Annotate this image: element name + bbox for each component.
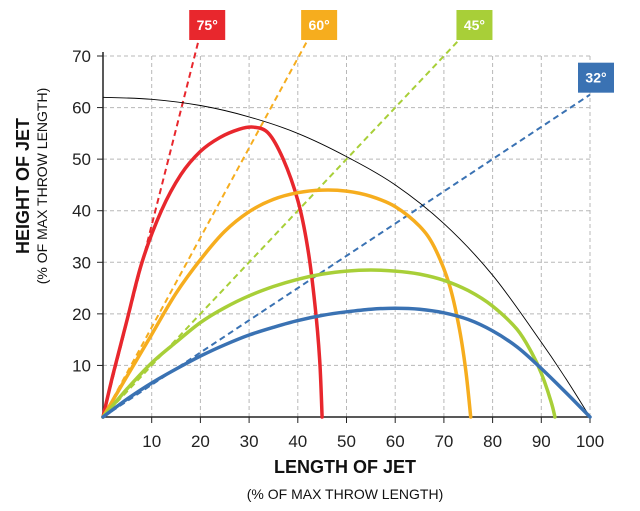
angle-label: 45° bbox=[456, 10, 493, 40]
grid bbox=[103, 55, 591, 417]
angle-label-text: 45° bbox=[464, 17, 485, 33]
y-tick-label: 30 bbox=[72, 253, 91, 272]
trajectory-curve bbox=[101, 268, 557, 419]
angle-label-text: 60° bbox=[309, 17, 330, 33]
x-tick-label: 60 bbox=[386, 432, 405, 451]
tick-labels: 10 20 30 40 50 60 70 80 90 100 10 20 30 40 50 60 70 bbox=[72, 47, 604, 451]
angle-label-text: 32° bbox=[585, 70, 606, 86]
angle-label-box bbox=[456, 10, 493, 40]
y-axis-title: HEIGHT OF JET bbox=[13, 118, 33, 254]
angle-line bbox=[103, 93, 591, 417]
trajectory-curves bbox=[101, 125, 592, 419]
y-tick-label: 50 bbox=[72, 150, 91, 169]
x-tick-label: 50 bbox=[337, 432, 356, 451]
y-tick-label: 40 bbox=[72, 202, 91, 221]
angle-label: 60° bbox=[301, 10, 338, 40]
envelope-curve bbox=[102, 96, 591, 418]
x-tick-label: 20 bbox=[191, 432, 210, 451]
y-tick-label: 20 bbox=[72, 305, 91, 324]
y-tick-label: 70 bbox=[72, 47, 91, 66]
x-tick-label: 90 bbox=[532, 432, 551, 451]
trajectory-curve bbox=[101, 125, 324, 419]
x-tick-label: 100 bbox=[576, 432, 604, 451]
y-tick-label: 60 bbox=[72, 99, 91, 118]
x-tick-label: 30 bbox=[240, 432, 259, 451]
trajectory-curve bbox=[101, 188, 473, 419]
angle-line bbox=[103, 30, 315, 417]
angle-label-text: 75° bbox=[197, 17, 218, 33]
angle-labels: 75° 60° 45° 32° bbox=[189, 10, 614, 93]
angle-label: 75° bbox=[189, 10, 226, 40]
envelope bbox=[102, 96, 591, 418]
x-tick-label: 70 bbox=[434, 432, 453, 451]
angle-label-box bbox=[578, 62, 614, 93]
angle-label-box bbox=[189, 10, 226, 40]
y-axis-subtitle: (% OF MAX THROW LENGTH) bbox=[34, 88, 50, 285]
x-tick-label: 80 bbox=[483, 432, 502, 451]
angle-label: 32° bbox=[578, 62, 614, 93]
x-tick-label: 40 bbox=[288, 432, 307, 451]
trajectory-curve bbox=[101, 306, 592, 419]
angle-label-box bbox=[301, 10, 338, 40]
x-axis-title: LENGTH OF JET bbox=[274, 457, 416, 477]
x-tick-label: 10 bbox=[142, 432, 161, 451]
y-tick-label: 10 bbox=[72, 356, 91, 375]
x-axis-subtitle: (% OF MAX THROW LENGTH) bbox=[247, 486, 444, 502]
